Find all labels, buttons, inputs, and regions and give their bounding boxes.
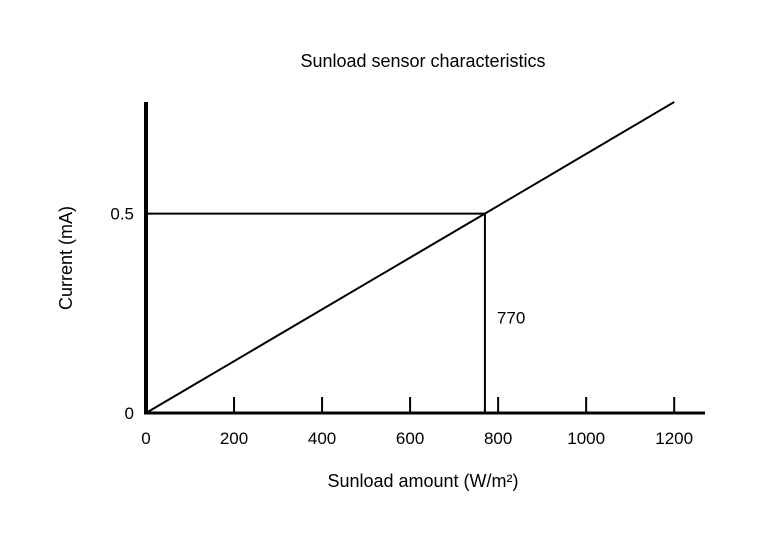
chart-title: Sunload sensor characteristics	[300, 51, 545, 71]
x-tick-label: 400	[308, 429, 336, 448]
x-tick-label: 800	[484, 429, 512, 448]
x-tick-label: 600	[396, 429, 424, 448]
x-axis-title: Sunload amount (W/m²)	[327, 471, 518, 491]
x-tick-label: 1200	[655, 429, 693, 448]
plot-area: 0 200 400 600 800 1000 1200 0 0.5 770	[110, 101, 705, 448]
reference-point-label: 770	[497, 308, 525, 327]
x-tick-label: 0	[141, 429, 150, 448]
series-line	[145, 101, 675, 414]
x-tick-label: 200	[220, 429, 248, 448]
y-tick-label: 0	[125, 404, 134, 423]
y-axis-title: Current (mA)	[56, 206, 76, 310]
x-tick-label: 1000	[567, 429, 605, 448]
y-tick-label: 0.5	[110, 205, 134, 224]
